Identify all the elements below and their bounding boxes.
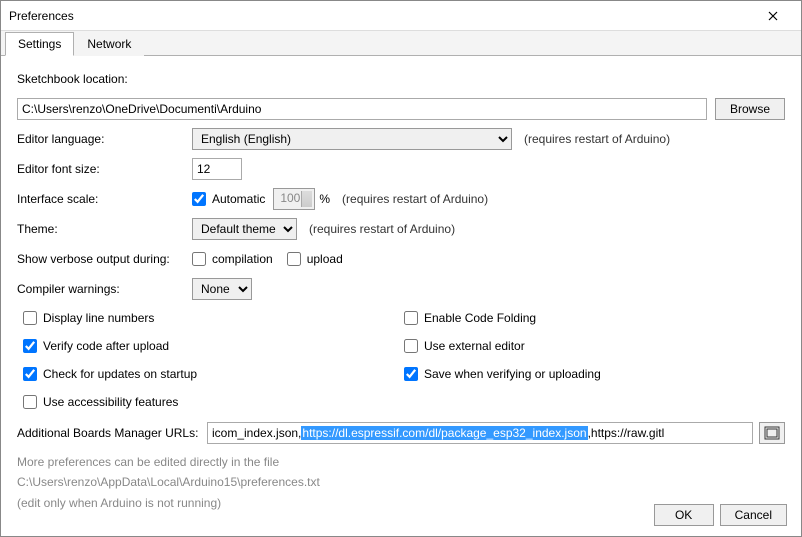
scale-restart-note: (requires restart of Arduino) [342, 192, 488, 206]
sketchbook-path-input[interactable] [17, 98, 707, 120]
theme-restart-note: (requires restart of Arduino) [309, 222, 455, 236]
tab-network[interactable]: Network [74, 32, 144, 56]
expand-urls-button[interactable] [759, 422, 785, 444]
check-updates-checkbox[interactable]: Check for updates on startup [23, 364, 404, 384]
close-icon[interactable] [753, 2, 793, 30]
language-select[interactable]: English (English) [192, 128, 512, 150]
cancel-button[interactable]: Cancel [720, 504, 787, 526]
scale-percent-spinner[interactable]: 100 [273, 188, 315, 210]
warnings-select[interactable]: None [192, 278, 252, 300]
accessibility-checkbox[interactable]: Use accessibility features [23, 392, 404, 412]
verify-after-upload-checkbox[interactable]: Verify code after upload [23, 336, 404, 356]
verbose-upload-checkbox[interactable]: upload [287, 252, 343, 266]
percent-label: % [319, 192, 330, 206]
verbose-compilation-checkbox[interactable]: compilation [192, 252, 273, 266]
additional-urls-label: Additional Boards Manager URLs: [17, 426, 207, 440]
save-when-verify-checkbox[interactable]: Save when verifying or uploading [404, 364, 785, 384]
browse-button[interactable]: Browse [715, 98, 785, 120]
language-label: Editor language: [17, 132, 192, 146]
verbose-label: Show verbose output during: [17, 252, 192, 266]
fontsize-input[interactable] [192, 158, 242, 180]
tab-settings[interactable]: Settings [5, 32, 74, 56]
language-restart-note: (requires restart of Arduino) [524, 132, 670, 146]
prefs-path: C:\Users\renzo\AppData\Local\Arduino15\p… [17, 472, 785, 492]
url-selected-text: https://dl.espressif.com/dl/package_esp3… [301, 426, 587, 440]
scale-automatic-checkbox[interactable]: Automatic [192, 192, 265, 206]
warnings-label: Compiler warnings: [17, 282, 192, 296]
theme-select[interactable]: Default theme [192, 218, 297, 240]
window-title: Preferences [9, 9, 74, 23]
sketchbook-label: Sketchbook location: [17, 72, 128, 86]
tabs: Settings Network [1, 31, 801, 56]
additional-urls-input[interactable]: icom_index.json,https://dl.espressif.com… [207, 422, 753, 444]
fontsize-label: Editor font size: [17, 162, 192, 176]
external-editor-checkbox[interactable]: Use external editor [404, 336, 785, 356]
more-prefs-note: More preferences can be edited directly … [17, 452, 785, 472]
theme-label: Theme: [17, 222, 192, 236]
settings-panel: Sketchbook location: Browse Editor langu… [1, 56, 801, 525]
display-line-numbers-checkbox[interactable]: Display line numbers [23, 308, 404, 328]
dialog-footer: OK Cancel [654, 504, 787, 526]
scale-label: Interface scale: [17, 192, 192, 206]
ok-button[interactable]: OK [654, 504, 714, 526]
titlebar: Preferences [1, 1, 801, 31]
code-folding-checkbox[interactable]: Enable Code Folding [404, 308, 785, 328]
